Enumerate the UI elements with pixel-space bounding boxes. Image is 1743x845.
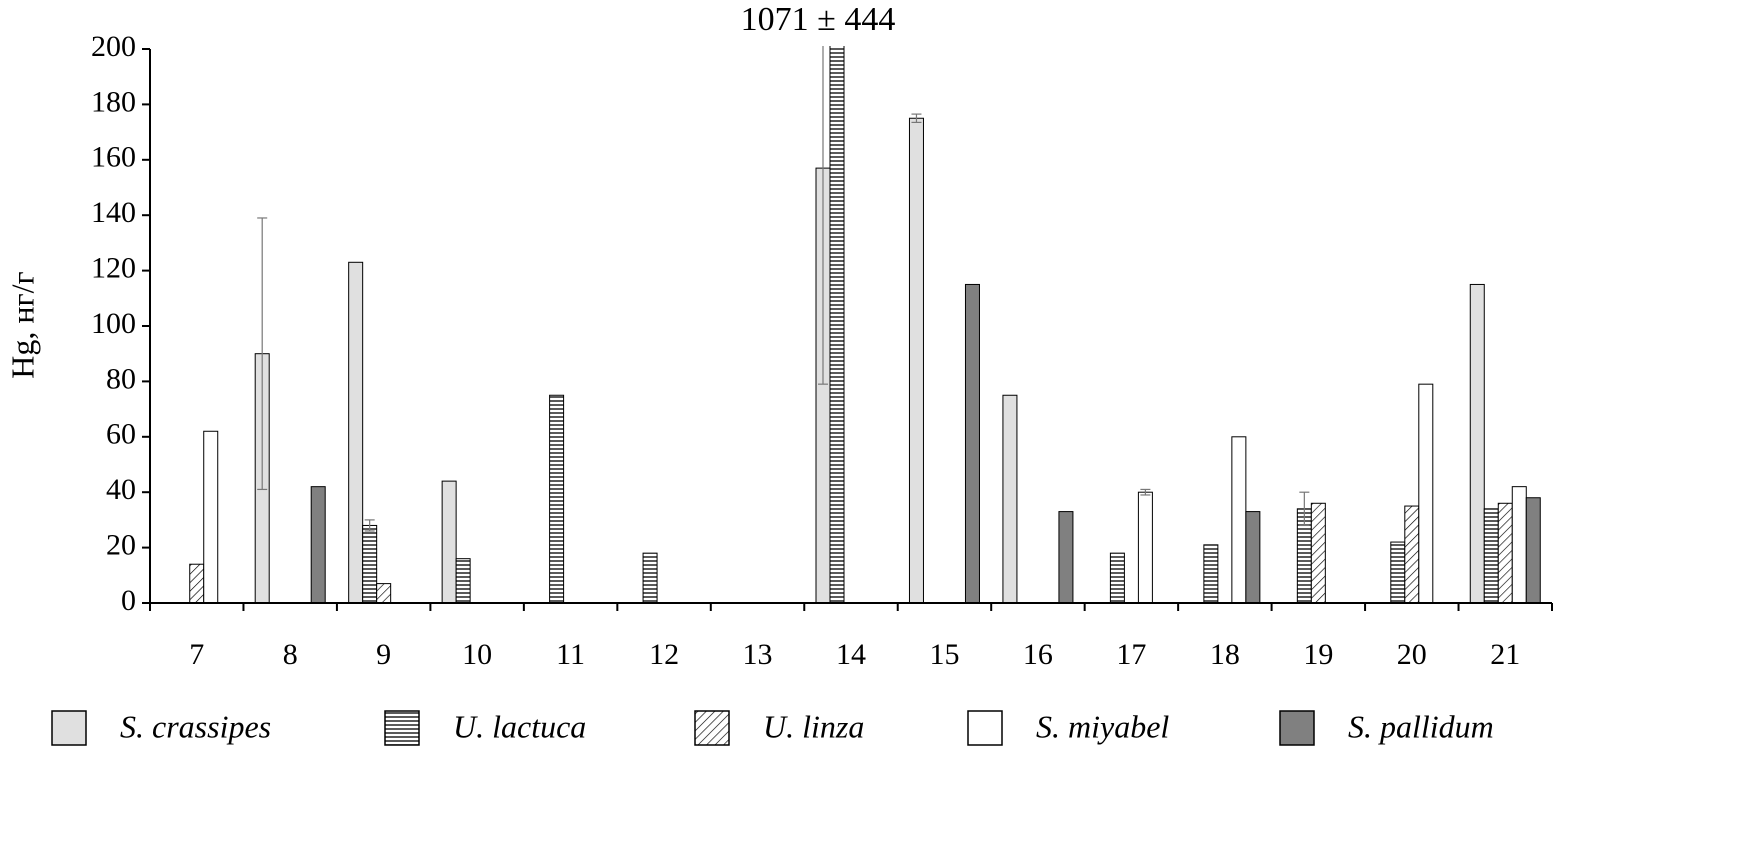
bar xyxy=(1203,544,1219,604)
bar xyxy=(642,552,658,604)
x-tick-label: 8 xyxy=(283,638,298,671)
legend-swatch xyxy=(384,710,420,746)
x-tick-label: 10 xyxy=(462,638,492,671)
bar xyxy=(1404,505,1420,604)
bar xyxy=(1483,508,1499,604)
bar xyxy=(348,261,364,604)
bar xyxy=(455,558,471,604)
legend-label: S. pallidum xyxy=(1348,708,1494,744)
error-bar xyxy=(257,217,268,491)
bar xyxy=(1137,491,1153,604)
legend-swatch xyxy=(694,710,730,746)
legend-label: U. lactuca xyxy=(453,708,586,744)
error-bar xyxy=(364,519,375,532)
legend-swatch xyxy=(51,710,87,746)
x-tick-label: 12 xyxy=(649,638,679,671)
bar xyxy=(1511,486,1527,604)
bar xyxy=(1310,502,1326,604)
bar xyxy=(310,486,326,604)
error-bar xyxy=(1299,491,1310,527)
x-tick-label: 17 xyxy=(1116,638,1146,671)
y-tick-label: 120 xyxy=(91,251,136,284)
y-tick-label: 160 xyxy=(91,141,136,174)
x-tick-label: 14 xyxy=(836,638,866,671)
x-tick-label: 19 xyxy=(1303,638,1333,671)
bar xyxy=(362,524,378,604)
error-bar xyxy=(818,46,828,385)
x-tick-label: 11 xyxy=(556,638,585,671)
y-tick-label: 80 xyxy=(106,362,136,395)
y-tick-label: 180 xyxy=(91,85,136,118)
bar xyxy=(1231,436,1247,604)
x-tick-label: 15 xyxy=(929,638,959,671)
y-tick-label: 40 xyxy=(106,473,136,506)
bar xyxy=(441,480,457,604)
bar xyxy=(908,117,924,604)
y-tick-label: 200 xyxy=(91,30,136,63)
legend-label: U. linza xyxy=(763,708,864,744)
bar xyxy=(1002,394,1018,604)
error-bar xyxy=(1140,488,1151,496)
bar xyxy=(1418,383,1434,604)
legend-swatch xyxy=(967,710,1003,746)
plot-area xyxy=(189,46,1541,604)
legend-label: S. crassipes xyxy=(120,708,271,744)
bar xyxy=(1109,552,1125,604)
x-tick-label: 18 xyxy=(1210,638,1240,671)
bar xyxy=(376,583,392,604)
bar xyxy=(829,46,845,604)
x-tick-label: 21 xyxy=(1490,638,1520,671)
bar xyxy=(203,430,219,604)
y-tick-label: 20 xyxy=(106,528,136,561)
y-tick-label: 60 xyxy=(106,418,136,451)
legend-label: S. miyabel xyxy=(1036,708,1169,744)
x-tick-label: 13 xyxy=(743,638,773,671)
x-tick-label: 9 xyxy=(376,638,391,671)
bar xyxy=(1245,511,1261,604)
bar xyxy=(1525,497,1541,604)
x-tick-label: 20 xyxy=(1397,638,1427,671)
bar xyxy=(964,283,980,604)
x-tick-label: 16 xyxy=(1023,638,1053,671)
y-tick-label: 140 xyxy=(91,196,136,229)
y-tick-label: 100 xyxy=(91,307,136,340)
bar xyxy=(189,563,205,604)
y-tick-label: 0 xyxy=(121,584,136,617)
bar xyxy=(1390,541,1406,604)
error-bar xyxy=(911,113,922,124)
bar xyxy=(1469,283,1485,604)
x-tick-label: 7 xyxy=(189,638,204,671)
annotation: 1071 ± 444 xyxy=(741,1,896,38)
y-axis-label: Hg, нг/г xyxy=(4,271,40,378)
bar xyxy=(549,394,565,604)
bar xyxy=(1058,511,1074,604)
legend-swatch xyxy=(1279,710,1315,746)
bar xyxy=(1497,502,1513,604)
